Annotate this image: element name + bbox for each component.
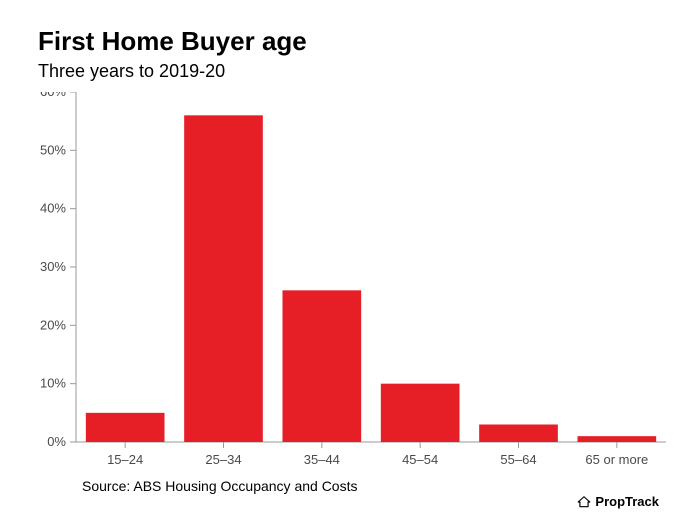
bar: [283, 290, 362, 442]
svg-text:50%: 50%: [40, 142, 66, 157]
chart-container: First Home Buyer age Three years to 2019…: [0, 0, 689, 523]
svg-text:15–24: 15–24: [107, 452, 143, 467]
brand-badge: PropTrack: [577, 494, 659, 509]
svg-text:10%: 10%: [40, 376, 66, 391]
brand-label: PropTrack: [595, 494, 659, 509]
house-icon: [577, 495, 591, 509]
svg-text:30%: 30%: [40, 259, 66, 274]
bar: [578, 436, 657, 442]
svg-text:65 or more: 65 or more: [585, 452, 648, 467]
svg-text:0%: 0%: [47, 434, 66, 449]
bar-chart-svg: 0% 10% 20% 30% 40% 50% 60% 15–24 25–34 35–44 45–54…: [30, 92, 666, 472]
bar: [86, 413, 165, 442]
svg-text:20%: 20%: [40, 317, 66, 332]
chart-title: First Home Buyer age: [38, 26, 659, 57]
source-text: Source: ABS Housing Occupancy and Costs: [82, 478, 659, 494]
chart-plot: 0% 10% 20% 30% 40% 50% 60% 15–24 25–34 35–44 45–54…: [30, 92, 659, 472]
svg-text:40%: 40%: [40, 201, 66, 216]
svg-text:25–34: 25–34: [205, 452, 241, 467]
bar: [381, 384, 460, 442]
svg-text:55–64: 55–64: [500, 452, 536, 467]
svg-text:35–44: 35–44: [304, 452, 340, 467]
bar: [184, 115, 263, 442]
svg-text:60%: 60%: [40, 92, 66, 99]
bar: [479, 425, 558, 443]
chart-subtitle: Three years to 2019-20: [38, 61, 659, 82]
svg-text:45–54: 45–54: [402, 452, 438, 467]
